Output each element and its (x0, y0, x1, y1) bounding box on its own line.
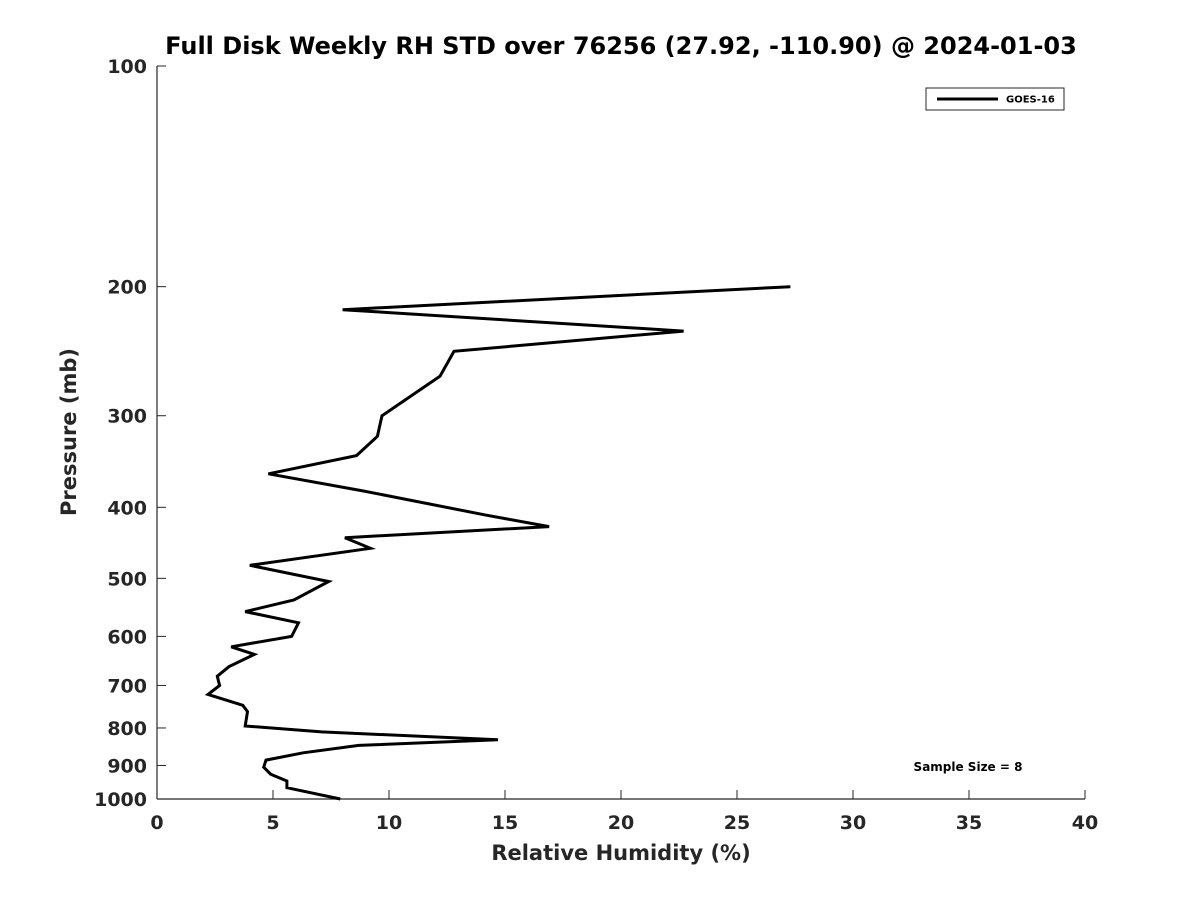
x-tick-label: 0 (150, 812, 163, 834)
legend: GOES-16 (925, 87, 1065, 111)
x-tick-label: 10 (376, 812, 402, 834)
x-tick-label: 40 (1072, 812, 1098, 834)
y-tick-label: 300 (107, 406, 147, 428)
x-tick-label: 15 (492, 812, 518, 834)
y-tick-label: 1000 (94, 789, 147, 811)
sample-size-annotation: Sample Size = 8 (914, 760, 1023, 774)
y-tick-label: 900 (107, 755, 147, 777)
x-tick-label: 5 (266, 812, 279, 834)
y-tick-label: 700 (107, 675, 147, 697)
x-axis-label: Relative Humidity (%) (491, 841, 750, 865)
x-tick-label: 35 (956, 812, 982, 834)
y-axis-label: Pressure (mb) (57, 348, 81, 516)
chart-title: Full Disk Weekly RH STD over 76256 (27.9… (165, 32, 1077, 60)
y-tick-label: 400 (107, 497, 147, 519)
x-tick-label: 25 (724, 812, 750, 834)
legend-label-goes-16: GOES-16 (1006, 95, 1055, 106)
y-tick-label: 100 (107, 56, 147, 78)
x-tick-label: 30 (840, 812, 866, 834)
series-line-goes-16 (204, 285, 791, 801)
plot-area: 0 5 10 15 20 25 30 35 40 100 200 300 400 500 600 700 800… (94, 56, 1098, 834)
y-tick-label: 800 (107, 718, 147, 740)
y-tick-label: 600 (107, 626, 147, 648)
y-tick-label: 200 (107, 277, 147, 299)
y-tick-label: 500 (107, 568, 147, 590)
x-tick-label: 20 (608, 812, 634, 834)
